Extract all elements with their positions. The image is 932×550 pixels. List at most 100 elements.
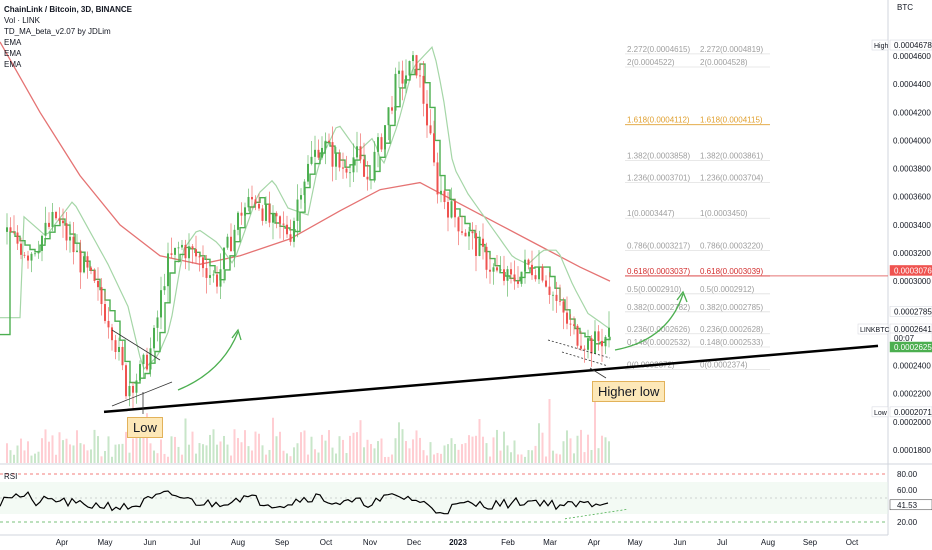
volume-bar [265, 454, 267, 463]
candle-body [520, 271, 523, 284]
rsi-current-value: 41.53 [897, 501, 918, 510]
wedge-lower-left [111, 381, 173, 407]
candle-body [587, 338, 589, 350]
volume-bar [443, 445, 446, 463]
volume-bar [531, 450, 533, 463]
volume-bar [447, 444, 449, 463]
volume-bar [254, 431, 257, 463]
volume-bar [321, 434, 323, 463]
y-tick-label: 0.0002000 [893, 418, 931, 427]
chart-legend: ChainLink / Bitcoin, 3D, BINANCE Vol · L… [4, 4, 132, 70]
candle-body [128, 385, 131, 397]
candle-body [174, 247, 176, 255]
volume-bar [468, 435, 470, 463]
candle-body [363, 159, 365, 177]
volume-bar [62, 440, 64, 463]
candle-body [496, 267, 498, 271]
candle-body [55, 211, 57, 219]
volume-bar [79, 443, 82, 463]
candle-body [524, 259, 526, 272]
volume-bar [146, 413, 148, 463]
volume-bar [149, 443, 152, 463]
candles [6, 50, 610, 409]
candle-body [86, 256, 89, 268]
volume-bar [118, 444, 120, 463]
volume-bar [454, 443, 456, 463]
volume-bar [107, 436, 110, 463]
volume-bar [93, 429, 96, 463]
volume-bar [293, 447, 295, 463]
volume-bar [370, 444, 372, 463]
candle-body [387, 107, 390, 126]
candle-body [566, 312, 568, 324]
candle-body [261, 208, 264, 221]
x-tick-label: Aug [231, 538, 245, 547]
x-tick-label: Jul [717, 538, 727, 547]
candle-body [408, 61, 411, 76]
candle-body [349, 172, 351, 174]
candle-body [37, 250, 40, 254]
volume-bar [34, 453, 36, 463]
volume-bar [457, 449, 460, 463]
candle-body [132, 385, 134, 393]
candle-body [51, 211, 54, 227]
volume-bar [37, 451, 40, 463]
volume-bar [475, 435, 477, 463]
price-label-value: 0.0002071 [894, 408, 932, 417]
volume-bar [513, 440, 516, 463]
candle-body [604, 336, 607, 347]
candle-body [16, 232, 19, 244]
candle-body [377, 137, 379, 152]
candle-body [275, 213, 278, 217]
volume-bar [121, 443, 124, 463]
candle-body [499, 269, 502, 271]
volume-bar [181, 454, 183, 463]
volume-bar [412, 439, 414, 463]
price-label-tag [871, 406, 889, 418]
volume-bar [604, 437, 607, 463]
volume-bar [135, 433, 138, 463]
volume-bar [601, 435, 603, 463]
candle-body [258, 203, 260, 209]
candle-body [429, 125, 432, 134]
candle-body [142, 354, 145, 365]
volume-bar [499, 450, 502, 463]
legend-vol: Vol · LINK [4, 16, 41, 25]
fib-label-left: 0.148(0.0002532) [627, 338, 691, 347]
candle-body [559, 300, 561, 302]
candle-body [534, 275, 537, 280]
candle-body [156, 317, 159, 328]
price-label-box [889, 341, 932, 353]
candle-body [41, 235, 43, 251]
candle-body [443, 190, 446, 203]
price-label-value: 0.0004678 [894, 41, 932, 50]
y-tick-label: 0.0002400 [893, 362, 931, 371]
candle-body [608, 327, 610, 337]
fib-label-right: 0.382(0.0002785) [700, 303, 764, 312]
y-tick-label: 0.0003800 [893, 165, 931, 174]
price-label-tag-text: Low [874, 410, 888, 417]
candle-body [373, 151, 376, 180]
volume-bar [230, 455, 232, 463]
volume-bar [23, 450, 26, 463]
fib-label-right: 1(0.0003450) [700, 209, 748, 218]
volume-bar [580, 429, 582, 463]
volume-bar [492, 437, 495, 463]
volume-bar [83, 444, 85, 463]
volume-bar [328, 430, 330, 463]
candle-body [9, 227, 12, 233]
volume-bar [541, 432, 544, 463]
candle-body [461, 231, 463, 233]
volume-bar [170, 436, 173, 463]
volume-bar [163, 453, 166, 463]
candle-body [541, 266, 544, 281]
candle-body [118, 346, 120, 352]
candle-body [65, 223, 68, 241]
candle-body [569, 323, 572, 325]
y-tick-label: 0.0004400 [893, 80, 931, 89]
volume-bar [114, 444, 117, 463]
candle-body [517, 281, 519, 284]
x-tick-label: Jul [190, 538, 200, 547]
